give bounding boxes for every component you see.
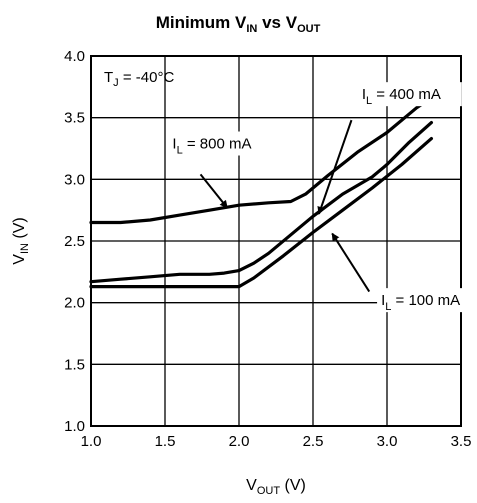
x-axis-label: VOUT (V) xyxy=(246,477,306,497)
series-layer xyxy=(89,96,433,289)
y-tick-label: 1.0 xyxy=(64,418,85,435)
y-tick-label: 1.5 xyxy=(64,356,85,373)
series-pointer-arrow xyxy=(199,173,228,209)
series-line-800-ma xyxy=(89,96,433,225)
series-label-400-ma: IL = 400 mA xyxy=(362,86,441,107)
x-tick-label: 2.0 xyxy=(229,433,250,450)
x-tick-label: 1.0 xyxy=(81,433,102,450)
y-axis-label: VIN (V) xyxy=(11,217,31,264)
y-tick-labels: 1.0 1.5 2.0 2.5 3.0 3.5 4.0 xyxy=(64,48,85,435)
y-tick-label: 3.5 xyxy=(64,110,85,127)
series-label-100-ma: IL = 100 mA xyxy=(381,292,460,313)
series-label-bg xyxy=(168,131,273,156)
series-line-100-ma xyxy=(89,137,433,289)
series-label-bg xyxy=(357,82,462,107)
y-tick-label: 3.0 xyxy=(64,171,85,188)
x-tick-label: 3.5 xyxy=(451,433,472,450)
annotation-layer: IL = 800 mA IL = 400 mA IL = 100 mA xyxy=(168,82,477,313)
x-tick-label: 2.5 xyxy=(303,433,324,450)
y-tick-label: 4.0 xyxy=(64,48,85,65)
series-pointer-arrow xyxy=(317,119,353,215)
series-pointer-arrow xyxy=(331,232,371,293)
grid xyxy=(91,56,461,426)
series-label-800-ma: IL = 800 mA xyxy=(172,136,251,157)
series-line-400-ma xyxy=(89,120,433,284)
y-tick-label: 2.0 xyxy=(64,295,85,312)
temperature-condition: TJ = -40°C xyxy=(104,69,174,89)
x-tick-labels: 1.0 1.5 2.0 2.5 3.0 3.5 xyxy=(81,433,472,450)
x-tick-label: 3.0 xyxy=(377,433,398,450)
x-tick-label: 1.5 xyxy=(155,433,176,450)
plot-frame xyxy=(90,55,462,427)
series-label-bg xyxy=(377,288,477,313)
chart-title: Minimum VIN vs VOUT xyxy=(156,13,321,35)
y-tick-label: 2.5 xyxy=(64,233,85,250)
